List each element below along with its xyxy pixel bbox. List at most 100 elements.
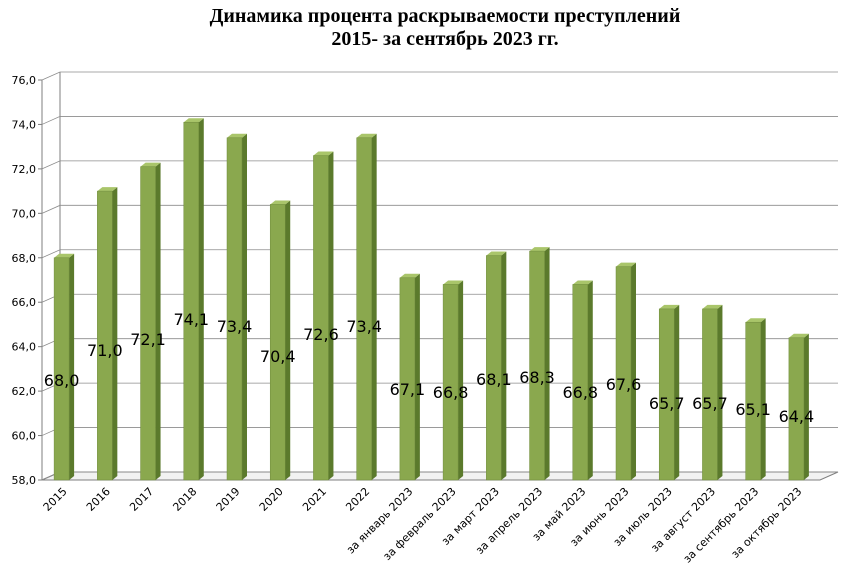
bar [572, 280, 593, 481]
y-tick-label: 66,0 [12, 296, 37, 309]
y-tick-label: 74,0 [12, 118, 37, 131]
bar-front [269, 204, 286, 481]
bar-side [155, 162, 161, 480]
data-labels: 68,0 71,0 72,1 74,1 73,4 70,4 72,6 73,4 67,1 66,8… [44, 310, 814, 426]
bar-front [140, 166, 156, 481]
x-tick-label: за февраль 2023 [381, 485, 459, 563]
bar-front [226, 137, 243, 481]
y-tick-label: 62,0 [12, 385, 37, 398]
bar [442, 280, 464, 481]
bar-side [803, 333, 809, 480]
data-label: 68,1 [476, 370, 512, 389]
bar-top [313, 151, 334, 156]
bar-side [458, 280, 464, 480]
bar-side [674, 304, 680, 480]
bar-top [270, 200, 291, 205]
bar-side [285, 200, 291, 480]
y-tick-label: 76,0 [12, 74, 37, 87]
data-label: 72,6 [303, 325, 339, 344]
data-label: 66,8 [433, 383, 469, 402]
bar-top [616, 262, 636, 267]
bar-top [486, 251, 507, 256]
bar [745, 318, 766, 481]
bar-front [183, 121, 200, 481]
x-tick-label: 2016 [84, 485, 113, 514]
bar-top [529, 247, 550, 252]
chart-title-line-1: Динамика процента раскрываемости преступ… [210, 5, 681, 27]
bar-front [97, 190, 113, 481]
data-label: 64,4 [779, 407, 815, 426]
bar [269, 200, 291, 481]
bar-front [53, 257, 70, 481]
bar [788, 333, 809, 481]
bar-side [544, 247, 550, 480]
bar-front [702, 308, 718, 481]
bar-front [572, 284, 589, 481]
bar-side [112, 187, 118, 480]
bar [399, 273, 420, 481]
data-label: 65,7 [692, 394, 728, 413]
bar [183, 118, 204, 481]
bar-top [572, 280, 593, 285]
bar [658, 304, 680, 481]
bar-front [658, 308, 675, 481]
bar-top [140, 162, 161, 167]
bar-top [227, 133, 247, 138]
bar-side [760, 318, 766, 480]
gridline [41, 293, 838, 303]
bar [615, 262, 636, 481]
data-label: 73,4 [346, 317, 382, 336]
x-tick-label: 2015 [41, 485, 70, 514]
bar [486, 251, 507, 481]
bar [97, 187, 118, 481]
data-label: 66,8 [562, 383, 598, 402]
data-label: 68,3 [519, 368, 555, 387]
bar [140, 162, 161, 481]
gridline [41, 116, 838, 125]
bar-top [399, 273, 420, 278]
x-tick-label: 2020 [257, 485, 286, 514]
gridline [41, 71, 838, 81]
bar-side [414, 273, 420, 480]
bars [53, 118, 809, 481]
x-tick-label: 2019 [214, 485, 243, 514]
y-tick-label: 60,0 [12, 430, 37, 443]
data-label: 73,4 [217, 317, 253, 336]
bar-side [717, 304, 723, 480]
bar-top [702, 304, 723, 309]
bar [529, 247, 550, 481]
bar [702, 304, 723, 481]
data-label: 65,7 [649, 394, 685, 413]
x-tick-label: 2021 [300, 485, 329, 514]
y-axis-ticks: 58,0 60,0 62,0 64,0 66,0 68,0 70,0 72,0 74,0 76,0 [12, 74, 42, 487]
gridline [41, 204, 838, 214]
x-tick-label: 2017 [127, 485, 156, 514]
bar-front [788, 337, 805, 481]
bar-side [69, 253, 75, 480]
bar [313, 151, 334, 481]
chart-title-line-2: 2015- за сентябрь 2023 гг. [331, 28, 558, 50]
bar-front [486, 255, 502, 481]
data-label: 68,0 [44, 371, 80, 390]
y-tick-label: 70,0 [12, 207, 37, 220]
bar-top [659, 304, 680, 309]
bar-front [442, 284, 459, 481]
x-tick-label: за сентябрь 2023 [681, 485, 762, 566]
x-tick-label: 2018 [170, 485, 199, 514]
bar-top [788, 333, 809, 338]
bar-side [328, 151, 334, 481]
bar [53, 253, 75, 481]
x-tick-label: 2022 [343, 485, 372, 514]
bar-front [313, 155, 329, 481]
bar [356, 133, 377, 481]
bar-side [501, 251, 507, 480]
bar-top [443, 280, 464, 285]
y-tick-label: 58,0 [12, 474, 37, 487]
data-label: 65,1 [735, 400, 771, 419]
data-label: 67,1 [390, 380, 426, 399]
data-label: 72,1 [130, 330, 166, 349]
bar-front [529, 250, 545, 481]
bar-top [745, 318, 766, 323]
